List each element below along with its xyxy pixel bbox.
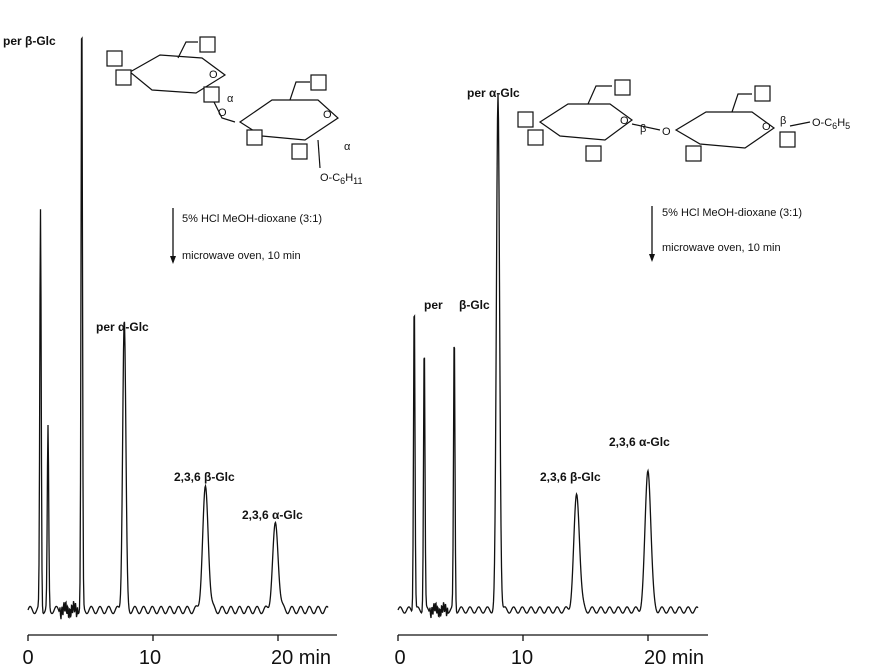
right-substituent: O-C — [812, 117, 832, 129]
right-peak-label-per-alpha: per α-Glc — [467, 86, 520, 100]
svg-text:β: β — [780, 115, 786, 127]
left-tick-label-0: 0 — [22, 647, 33, 669]
left-peak-label-per-alpha: per α-Glc — [96, 320, 149, 334]
svg-text:O: O — [323, 109, 332, 121]
left-peak-label-236-alpha: 2,3,6 α-Glc — [242, 508, 303, 522]
right-tick-label-20: 20 min — [644, 647, 704, 669]
left-substituent: O-C — [320, 172, 340, 184]
svg-text:β: β — [640, 123, 646, 135]
left-peak-label-per-beta: per β-Glc — [3, 34, 56, 48]
right-condition-1: 5% HCl MeOH-dioxane (3:1) — [662, 207, 802, 219]
right-tick-label-0: 0 — [394, 647, 405, 669]
right-condition-2: microwave oven, 10 min — [662, 242, 781, 254]
svg-text:O-C6H11: O-C6H11 — [320, 172, 362, 186]
right-trace — [397, 94, 699, 619]
left-tick-label-10: 10 — [139, 647, 161, 669]
right-tick-label-10: 10 — [511, 647, 533, 669]
svg-text:O: O — [620, 115, 629, 127]
right-peak-label-per: per — [424, 298, 443, 312]
right-peak-label-236-beta: 2,3,6 β-Glc — [540, 470, 601, 484]
svg-text:O: O — [762, 121, 771, 133]
left-disaccharide-structure: O α O O α O-C6H11 — [106, 36, 362, 186]
svg-text:α: α — [344, 141, 351, 153]
svg-text:O: O — [662, 126, 671, 138]
svg-text:O: O — [209, 69, 218, 81]
left-panel: 0 10 20 min per β-Glc per α-Glc 2,3,6 β-… — [3, 34, 362, 669]
right-peak-label-beta: β-Glc — [459, 298, 490, 312]
right-panel: 0 10 20 min per β-Glc per α-Glc 2,3,6 β-… — [394, 79, 850, 669]
svg-text:α: α — [227, 93, 234, 105]
svg-text:O: O — [218, 107, 227, 119]
left-trace — [27, 36, 329, 620]
right-peak-label-236-alpha: 2,3,6 α-Glc — [609, 435, 670, 449]
right-disaccharide-structure: O β O O β O-C6H5 — [517, 79, 850, 162]
svg-text:O-C6H5: O-C6H5 — [812, 117, 850, 131]
left-condition-2: microwave oven, 10 min — [182, 250, 301, 262]
left-condition-1: 5% HCl MeOH-dioxane (3:1) — [182, 213, 322, 225]
left-peak-label-236-beta: 2,3,6 β-Glc — [174, 470, 235, 484]
left-tick-label-20: 20 min — [271, 647, 331, 669]
